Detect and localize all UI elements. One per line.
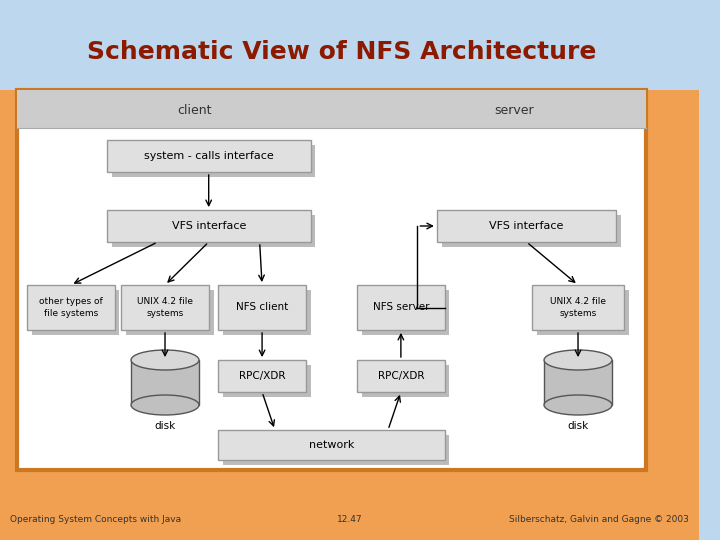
Bar — [544, 360, 612, 405]
Bar — [17, 90, 647, 128]
Bar — [126, 290, 214, 335]
Bar — [532, 285, 624, 330]
Bar — [107, 210, 310, 242]
Text: UNIX 4.2 file
systems: UNIX 4.2 file systems — [550, 298, 606, 318]
Bar — [218, 430, 444, 460]
Bar — [112, 215, 315, 247]
Text: network: network — [309, 440, 354, 450]
Bar — [223, 365, 310, 397]
Bar — [441, 215, 621, 247]
Text: VFS interface: VFS interface — [490, 221, 564, 231]
Text: server: server — [495, 104, 534, 117]
Bar — [223, 435, 449, 465]
Bar — [223, 290, 310, 335]
Ellipse shape — [131, 395, 199, 415]
Bar — [122, 285, 209, 330]
Text: Schematic View of NFS Architecture: Schematic View of NFS Architecture — [87, 40, 597, 64]
Text: client: client — [177, 104, 212, 117]
Text: Operating System Concepts with Java: Operating System Concepts with Java — [9, 516, 181, 524]
Bar — [27, 285, 114, 330]
Bar — [357, 285, 444, 330]
Text: NFS server: NFS server — [373, 302, 429, 313]
Bar — [131, 360, 199, 405]
Bar — [32, 290, 120, 335]
Text: disk: disk — [567, 421, 589, 431]
Text: RPC/XDR: RPC/XDR — [239, 371, 285, 381]
Bar — [362, 290, 449, 335]
Bar — [646, 90, 699, 470]
Text: UNIX 4.2 file
systems: UNIX 4.2 file systems — [137, 298, 193, 318]
Ellipse shape — [544, 350, 612, 370]
Bar — [357, 360, 444, 392]
Bar — [17, 90, 647, 470]
Bar — [437, 210, 616, 242]
Text: disk: disk — [154, 421, 176, 431]
Bar — [218, 360, 306, 392]
Text: Silberschatz, Galvin and Gagne © 2003: Silberschatz, Galvin and Gagne © 2003 — [509, 516, 689, 524]
Text: VFS interface: VFS interface — [171, 221, 246, 231]
Bar — [362, 365, 449, 397]
Bar — [107, 140, 310, 172]
Bar — [112, 145, 315, 177]
Text: RPC/XDR: RPC/XDR — [377, 371, 424, 381]
Text: system - calls interface: system - calls interface — [144, 151, 274, 161]
Ellipse shape — [131, 350, 199, 370]
Ellipse shape — [544, 395, 612, 415]
Bar — [537, 290, 629, 335]
Bar — [0, 470, 699, 540]
Text: 12.47: 12.47 — [337, 516, 362, 524]
Text: other types of
file systems: other types of file systems — [39, 298, 103, 318]
Bar — [218, 285, 306, 330]
Text: NFS client: NFS client — [236, 302, 288, 313]
Bar — [0, 90, 17, 470]
